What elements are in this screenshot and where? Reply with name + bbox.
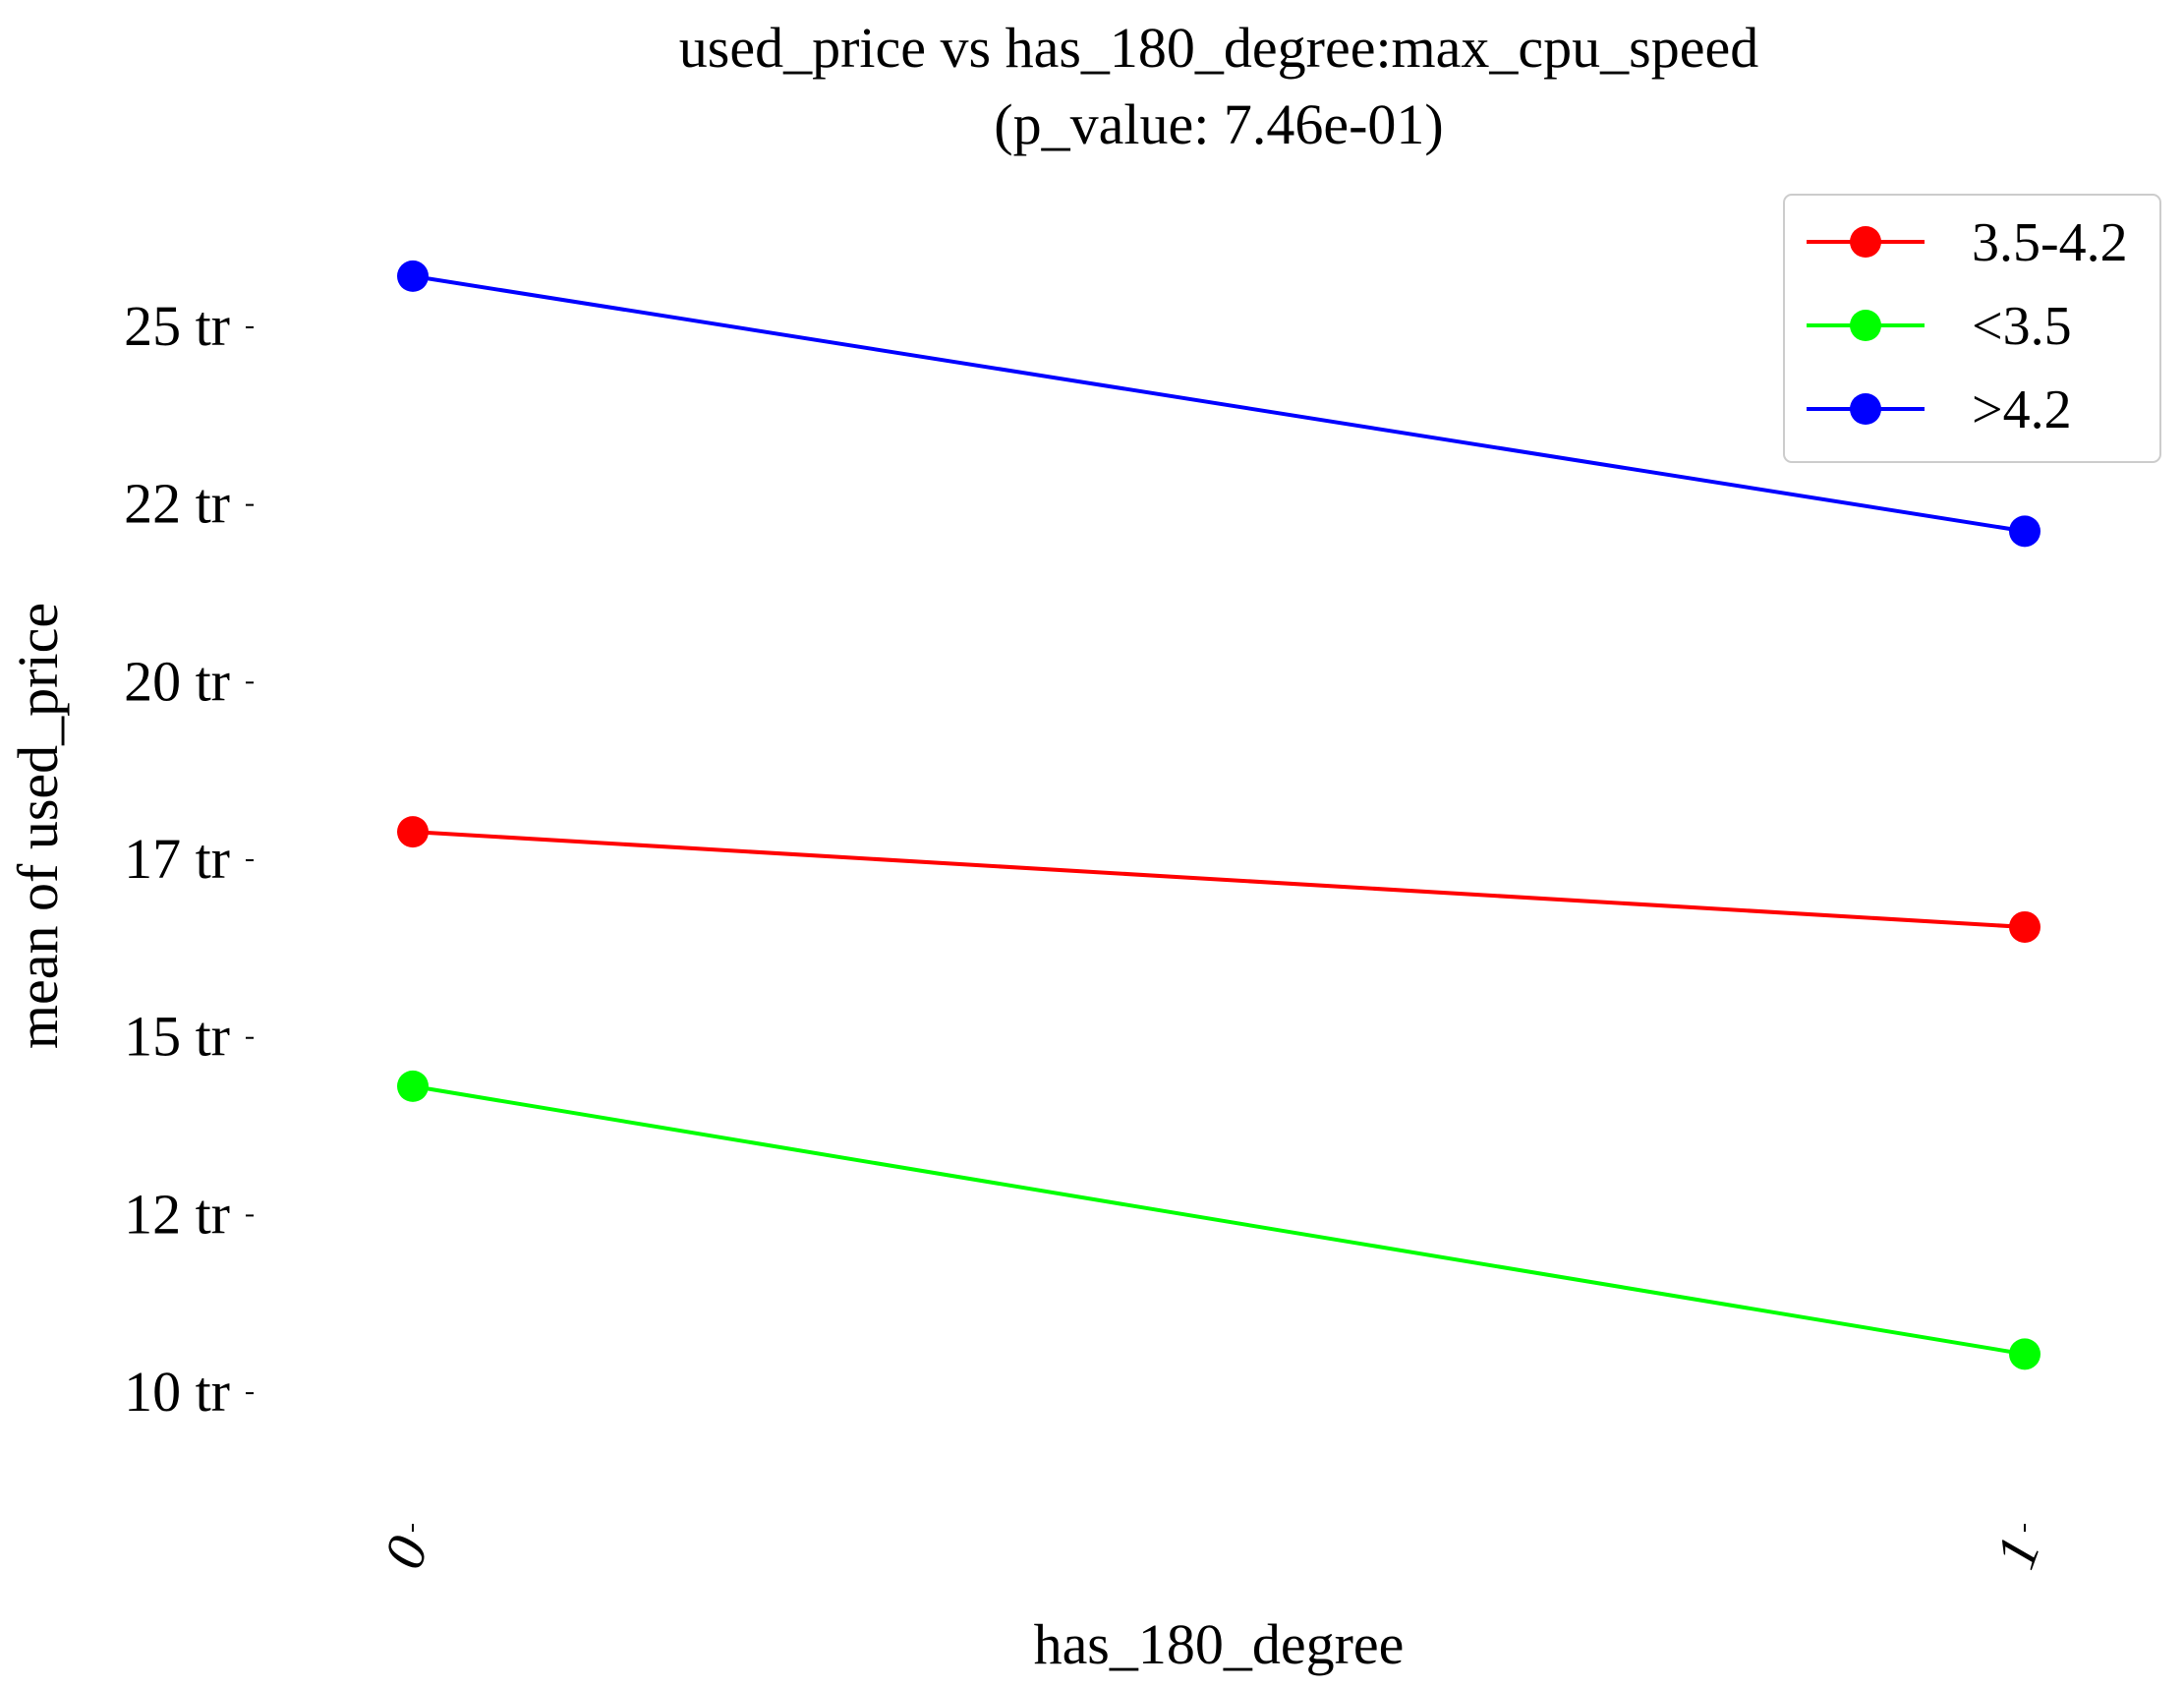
x-tick-label: 1 xyxy=(1983,1528,2052,1576)
legend-label: >4.2 xyxy=(1972,379,2072,440)
chart-title: used_price vs has_180_degree:max_cpu_spe… xyxy=(679,16,1758,80)
series-line xyxy=(412,1083,2026,1357)
legend-marker xyxy=(1850,310,1881,341)
y-axis: 10 tr 12 tr 15 tr 17 tr 20 tr 22 tr 25 tr xyxy=(124,294,254,1424)
data-point xyxy=(397,260,429,292)
legend-item: 3.5-4.2 xyxy=(1807,212,2128,273)
legend-item: <3.5 xyxy=(1807,296,2072,357)
y-tick-label: 15 tr xyxy=(124,1005,230,1069)
y-axis-label: mean of used_price xyxy=(6,603,70,1049)
y-tick-label: 20 tr xyxy=(124,649,230,713)
legend-label: <3.5 xyxy=(1972,296,2072,357)
legend-marker xyxy=(1850,393,1881,425)
series-layer xyxy=(397,260,2040,1370)
series-1 xyxy=(397,816,2040,943)
y-tick-label: 17 tr xyxy=(124,827,230,891)
legend-frame xyxy=(1783,194,2161,463)
x-axis-label: has_180_degree xyxy=(1034,1612,1405,1676)
data-point xyxy=(2009,515,2040,548)
y-tick-label: 10 tr xyxy=(124,1360,230,1424)
legend-label: 3.5-4.2 xyxy=(1972,212,2128,273)
y-tick-label: 22 tr xyxy=(124,472,230,536)
legend: 3.5-4.2 <3.5 >4.2 xyxy=(1783,194,2161,463)
y-tick-label: 25 tr xyxy=(124,294,230,358)
series-3 xyxy=(397,260,2040,548)
data-point xyxy=(397,816,429,848)
y-tick-label: 12 tr xyxy=(124,1182,230,1246)
series-line xyxy=(412,273,2026,534)
series-2 xyxy=(397,1070,2040,1370)
data-point xyxy=(397,1070,429,1102)
data-point xyxy=(2009,1338,2040,1370)
series-line xyxy=(412,830,2026,929)
data-point xyxy=(2009,910,2040,943)
legend-item: >4.2 xyxy=(1807,379,2072,440)
x-tick-label: 0 xyxy=(371,1528,440,1576)
legend-marker xyxy=(1850,226,1881,258)
chart-subtitle: (p_value: 7.46e-01) xyxy=(994,92,1443,156)
